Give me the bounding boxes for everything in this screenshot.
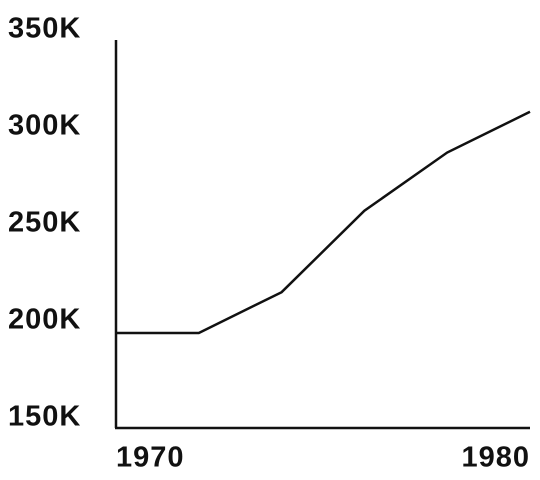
y-tick-label: 350K bbox=[8, 13, 81, 45]
y-tick-label: 300K bbox=[8, 110, 81, 142]
y-tick-label: 250K bbox=[8, 207, 81, 239]
x-tick-label: 1980 bbox=[461, 442, 530, 474]
y-tick-label: 150K bbox=[8, 401, 81, 433]
x-tick-label: 1970 bbox=[116, 442, 185, 474]
line bbox=[116, 110, 531, 335]
y-tick-label: 200K bbox=[8, 304, 81, 336]
